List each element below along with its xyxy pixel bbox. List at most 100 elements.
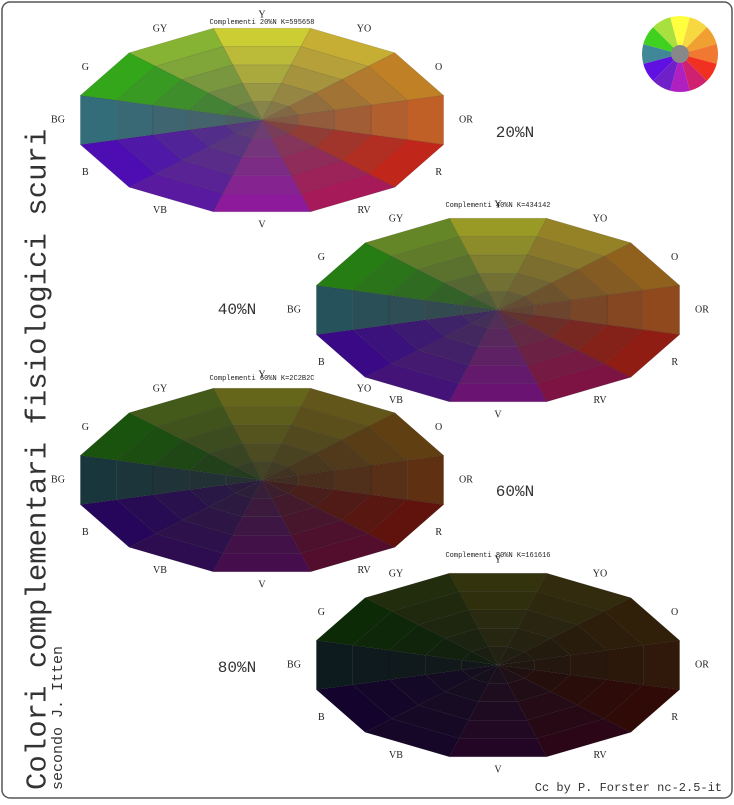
wheel-segment [181, 64, 243, 94]
wheel-segment [234, 101, 263, 121]
wheel-segment [497, 296, 535, 311]
color-wheel-icon [642, 15, 718, 93]
hue-label: O [671, 607, 678, 618]
hue-label: RV [357, 565, 371, 576]
hue-label: B [82, 527, 89, 538]
hue-label: RV [593, 750, 607, 761]
wheel-segment [468, 254, 528, 274]
wheel-segment [406, 455, 444, 505]
wheel-segment [232, 64, 292, 84]
hue-label: R [435, 167, 442, 178]
hue-label: V [494, 764, 502, 775]
wheel-segment [251, 461, 273, 481]
wheel-segment [222, 46, 302, 66]
hue-label: B [318, 712, 325, 723]
color-wheel: Y YO O OR R RV V VB B BG G GY [287, 554, 709, 775]
icon-segment [670, 54, 690, 93]
wheel-segment [251, 479, 273, 499]
wheel-segment [497, 291, 526, 311]
hue-label: O [435, 62, 442, 73]
wheel-segment [261, 101, 290, 121]
wheel-segment [234, 461, 263, 481]
wheel-segment [448, 217, 548, 237]
wheel-segment [458, 364, 538, 384]
wheel-title: Complementi 60%N K=2C2B2C [209, 375, 314, 383]
hue-label: V [258, 579, 266, 590]
wheel-segment [468, 701, 528, 721]
hue-label: GY [153, 383, 167, 394]
color-wheel: Y YO O OR R RV V VB B BG G GY [51, 9, 473, 230]
hue-label: O [671, 252, 678, 263]
hue-label: G [82, 422, 89, 433]
hue-label: YO [357, 383, 371, 394]
hue-label: R [671, 357, 678, 368]
wheel-segment [468, 346, 528, 366]
wheel-segment [232, 516, 292, 536]
hue-label: GY [389, 213, 403, 224]
icon-segment [642, 44, 680, 64]
icon-segment [680, 17, 707, 54]
wheel-segment [207, 82, 253, 107]
hue-label: BG [287, 304, 301, 315]
hue-label: OR [459, 474, 473, 485]
hue-label: GY [389, 568, 403, 579]
hue-label: GY [153, 23, 167, 34]
wheel-segment [448, 738, 548, 758]
hue-label: Y [258, 9, 265, 20]
wheel-segment [470, 664, 499, 684]
hue-label: VB [153, 565, 167, 576]
hue-label: VB [389, 750, 403, 761]
wheel-title: Complementi 80%N K=161616 [445, 552, 550, 560]
wheel-segment [370, 459, 408, 501]
wheel-segment [225, 479, 263, 494]
hue-label: Y [494, 199, 501, 210]
wheel-segment [458, 236, 538, 256]
wheel-segment [222, 534, 302, 554]
icon-segment [653, 54, 680, 91]
hue-label: YO [357, 23, 371, 34]
wheel-title: Complementi 40%N K=434142 [445, 202, 550, 210]
hue-label: OR [459, 114, 473, 125]
hue-label: VB [389, 395, 403, 406]
hue-label: G [318, 252, 325, 263]
hue-label: OR [695, 659, 709, 670]
wheel-segment [606, 644, 644, 686]
wheel-segment [116, 99, 154, 141]
wheel-segment [316, 285, 354, 335]
wheel-segment [234, 479, 263, 499]
hue-label: BG [51, 114, 65, 125]
wheel-segment [606, 289, 644, 331]
wheel-segment [642, 285, 680, 335]
wheel-segment [222, 406, 302, 426]
wheel-segment [225, 106, 263, 121]
wheel-segment [497, 659, 535, 671]
wheel-segment [448, 383, 548, 403]
wheel-segment [181, 424, 243, 454]
hue-label: RV [357, 205, 371, 216]
wheel-segment [261, 466, 299, 481]
icon-segment [670, 15, 690, 54]
wheel-segment [212, 387, 312, 407]
wheel-segment [470, 291, 499, 311]
wheel-segment [470, 646, 499, 666]
hue-label: VB [153, 205, 167, 216]
wheel-segment [364, 572, 460, 612]
hue-label: B [318, 357, 325, 368]
hue-label: YO [593, 213, 607, 224]
darkness-label: 40%N [218, 301, 256, 319]
subtitle: secondo J. Itten [50, 646, 67, 790]
hue-label: OR [695, 304, 709, 315]
hue-label: O [435, 422, 442, 433]
color-wheel: Y YO O OR R RV V VB B BG G GY [287, 199, 709, 420]
wheel-segment [443, 272, 489, 297]
wheel-segment [461, 309, 499, 324]
wheel-segment [352, 644, 390, 686]
hue-label: BG [287, 659, 301, 670]
wheel-segment [261, 461, 290, 481]
wheel-segment [212, 27, 312, 47]
wheel-segment [116, 459, 154, 501]
hue-label: Y [258, 369, 265, 380]
title: Colori complementari fisiologici scuri [22, 129, 55, 790]
wheel-segment [225, 114, 263, 126]
wheel-title: Complementi 20%N K=595658 [209, 19, 314, 27]
